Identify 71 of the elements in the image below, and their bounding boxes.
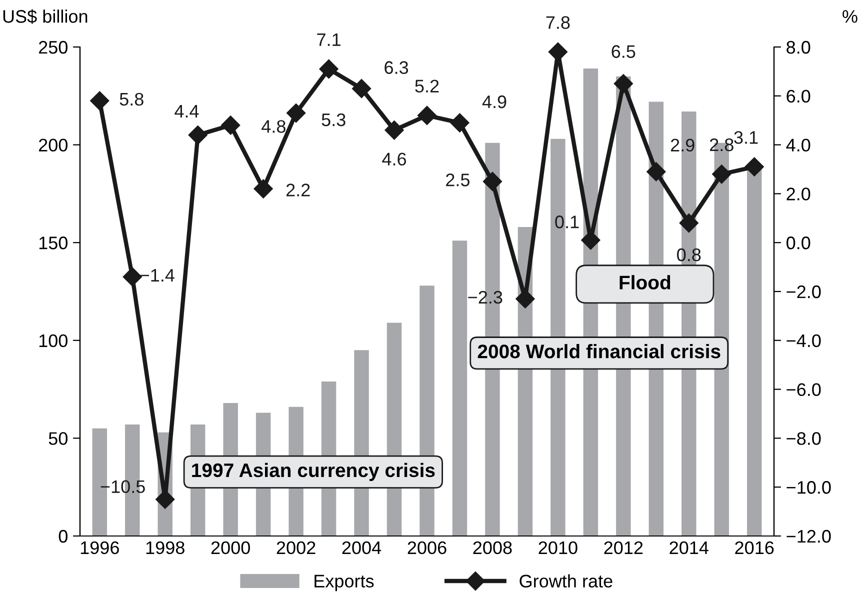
y-tick-label: 0 <box>58 530 68 543</box>
point <box>384 120 404 140</box>
y-tick-label: 50 <box>48 432 68 445</box>
data-label: 2.5 <box>446 174 470 186</box>
point <box>352 79 372 98</box>
point <box>646 162 666 182</box>
data-label: 5.2 <box>415 80 439 93</box>
data-label: −2.3 <box>468 290 502 304</box>
point <box>482 172 502 192</box>
x-tick-label: 1998 <box>146 541 184 554</box>
x-tick-label: 2014 <box>670 541 708 554</box>
y2-tick-label: −8.0 <box>786 432 821 445</box>
x-tick-label: 2006 <box>408 541 446 554</box>
point <box>90 91 110 110</box>
x-tick-label: 2010 <box>538 541 578 554</box>
x-tick-label: 2000 <box>211 541 250 554</box>
data-label: 3.1 <box>734 131 758 144</box>
annotation: 2008 World financial crisis <box>478 344 720 358</box>
point <box>744 157 764 176</box>
point <box>712 164 732 184</box>
data-label: 4.4 <box>174 105 199 118</box>
y2-tick-label: −4.0 <box>786 334 821 348</box>
data-label: 6.5 <box>612 45 636 58</box>
point <box>319 59 338 79</box>
x-tick-label: 2012 <box>604 541 643 554</box>
point <box>188 125 208 145</box>
y2-tick-label: −2.0 <box>786 285 821 298</box>
y-tick-label: 150 <box>39 236 68 250</box>
data-label: −1.4 <box>140 269 174 282</box>
data-label: 7.8 <box>546 16 570 29</box>
annotation: Flood <box>620 275 670 290</box>
y2-tick-label: 4.0 <box>786 138 810 152</box>
data-label: 4.9 <box>482 95 506 108</box>
data-label: 5.8 <box>120 92 144 106</box>
y2-tick-label: 8.0 <box>786 40 810 54</box>
data-label: 5.3 <box>322 113 346 126</box>
point <box>221 116 240 135</box>
y2-tick-label: −12.0 <box>786 530 831 543</box>
data-label: 6.3 <box>384 61 408 74</box>
x-tick-label: 2016 <box>735 541 774 554</box>
point <box>122 267 142 286</box>
legend-label: Exports <box>314 574 374 592</box>
y2-tick-label: 0.0 <box>786 236 810 250</box>
point <box>450 113 470 132</box>
data-label: 2.2 <box>286 184 310 196</box>
y2-tick-label: −6.0 <box>786 383 821 396</box>
point <box>254 179 273 198</box>
bar <box>452 240 468 536</box>
y2-axis-title: % <box>842 10 858 23</box>
data-label: 7.1 <box>317 33 340 46</box>
legend-label: Growth rate <box>520 574 612 588</box>
y-tick-label: 100 <box>39 334 68 348</box>
y2-tick-label: −10.0 <box>786 481 831 494</box>
annotation: 1997 Asian currency crisis <box>192 462 435 482</box>
point <box>286 103 306 123</box>
data-label: 4.6 <box>382 152 406 166</box>
x-tick-label: 2002 <box>276 541 316 554</box>
y-axis-title: US$ billion <box>3 9 88 24</box>
y-tick-label: 200 <box>38 138 68 152</box>
x-tick-label: 2004 <box>342 541 382 554</box>
data-label: 4.8 <box>262 120 286 133</box>
y2-tick-label: 6.0 <box>786 90 810 103</box>
data-label: 0.1 <box>555 216 579 228</box>
y2-tick-label: 2.0 <box>786 188 810 200</box>
point <box>417 106 437 125</box>
point <box>614 74 633 94</box>
data-label: −10.5 <box>100 480 145 494</box>
x-tick-label: 2008 <box>473 541 512 554</box>
x-tick-label: 1996 <box>80 541 119 554</box>
y-tick-label: 250 <box>38 40 68 54</box>
point <box>679 214 698 233</box>
